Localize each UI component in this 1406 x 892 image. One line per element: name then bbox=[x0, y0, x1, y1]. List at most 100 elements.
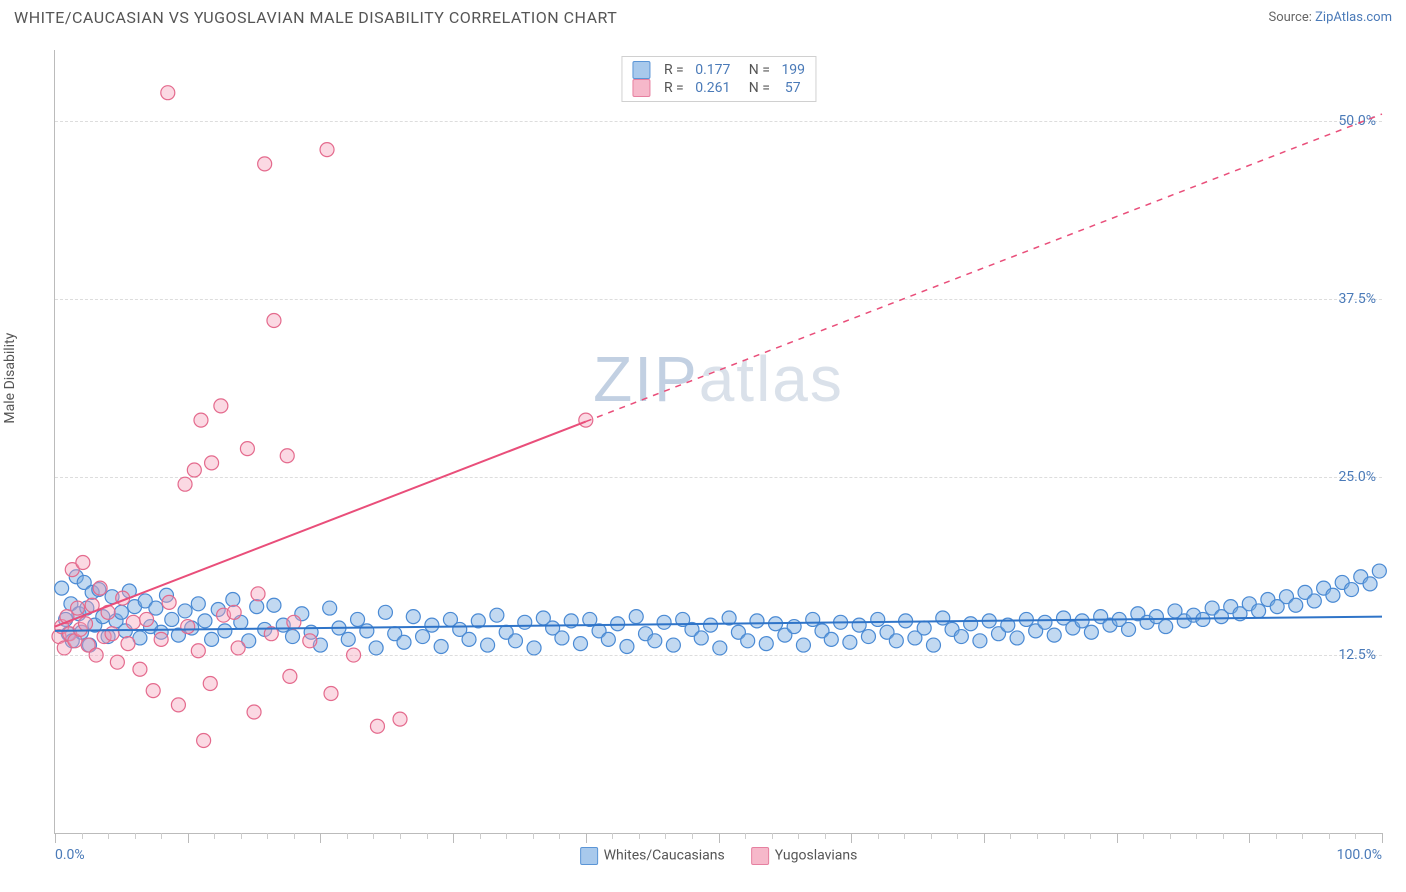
legend-stats: R = 0.177 N = 199R = 0.261 N = 57 bbox=[621, 56, 816, 102]
x-tick-major bbox=[719, 833, 720, 843]
data-point bbox=[741, 634, 755, 648]
x-tick-minor bbox=[135, 833, 136, 839]
data-point bbox=[161, 86, 175, 100]
data-point bbox=[861, 630, 875, 644]
data-point bbox=[154, 632, 168, 646]
data-point bbox=[704, 618, 718, 632]
x-tick-minor bbox=[294, 833, 295, 839]
data-point bbox=[1252, 604, 1266, 618]
chart-title: WHITE/CAUCASIAN VS YUGOSLAVIAN MALE DISA… bbox=[14, 8, 617, 27]
x-tick-minor bbox=[1276, 833, 1277, 839]
x-tick-minor bbox=[798, 833, 799, 839]
legend-bottom: Whites/CaucasiansYugoslavians bbox=[580, 847, 858, 865]
data-point bbox=[369, 641, 383, 655]
data-point bbox=[527, 641, 541, 655]
data-point bbox=[666, 638, 680, 652]
data-point bbox=[852, 618, 866, 632]
data-point bbox=[320, 143, 334, 157]
data-point bbox=[1038, 615, 1052, 629]
data-point bbox=[360, 624, 374, 638]
data-point bbox=[79, 617, 93, 631]
data-point bbox=[240, 442, 254, 456]
source-link[interactable]: ZipAtlas.com bbox=[1315, 10, 1392, 25]
x-tick-minor bbox=[745, 833, 746, 839]
data-point bbox=[283, 669, 297, 683]
data-point bbox=[347, 648, 361, 662]
data-point bbox=[425, 618, 439, 632]
data-point bbox=[55, 581, 69, 595]
legend-swatch bbox=[632, 79, 650, 97]
x-tick-minor bbox=[1196, 833, 1197, 839]
data-point bbox=[247, 705, 261, 719]
legend-stats-row: R = 0.177 N = 199 bbox=[632, 61, 805, 79]
data-point bbox=[1159, 620, 1173, 634]
x-tick-minor bbox=[1037, 833, 1038, 839]
data-point bbox=[824, 632, 838, 646]
data-point bbox=[573, 637, 587, 651]
data-point bbox=[964, 617, 978, 631]
data-point bbox=[1307, 594, 1321, 608]
x-tick-minor bbox=[692, 833, 693, 839]
x-tick-minor bbox=[214, 833, 215, 839]
data-point bbox=[114, 605, 128, 619]
x-tick-major bbox=[1382, 833, 1383, 843]
data-point bbox=[231, 641, 245, 655]
data-point bbox=[973, 634, 987, 648]
x-tick-minor bbox=[241, 833, 242, 839]
x-tick-major bbox=[1117, 833, 1118, 843]
data-point bbox=[187, 463, 201, 477]
x-tick-label: 100.0% bbox=[1337, 847, 1382, 863]
data-point bbox=[1047, 628, 1061, 642]
x-tick-minor bbox=[1302, 833, 1303, 839]
data-point bbox=[713, 641, 727, 655]
data-point bbox=[750, 614, 764, 628]
data-point bbox=[121, 637, 135, 651]
x-tick-minor bbox=[506, 833, 507, 839]
x-tick-minor bbox=[1223, 833, 1224, 839]
data-point bbox=[397, 635, 411, 649]
data-point bbox=[843, 635, 857, 649]
x-tick-minor bbox=[373, 833, 374, 839]
data-point bbox=[555, 631, 569, 645]
data-point bbox=[110, 655, 124, 669]
x-tick-minor bbox=[82, 833, 83, 839]
x-tick-minor bbox=[1143, 833, 1144, 839]
x-tick-minor bbox=[559, 833, 560, 839]
data-point bbox=[203, 677, 217, 691]
x-tick-minor bbox=[639, 833, 640, 839]
data-point bbox=[620, 640, 634, 654]
data-point bbox=[378, 605, 392, 619]
x-tick-minor bbox=[878, 833, 879, 839]
x-tick-minor bbox=[904, 833, 905, 839]
x-tick-minor bbox=[612, 833, 613, 839]
trend-line-solid bbox=[55, 422, 586, 627]
data-point bbox=[462, 632, 476, 646]
data-point bbox=[370, 719, 384, 733]
data-point bbox=[93, 581, 107, 595]
data-point bbox=[181, 620, 195, 634]
legend-swatch bbox=[632, 61, 650, 79]
data-point bbox=[280, 449, 294, 463]
x-tick-minor bbox=[1090, 833, 1091, 839]
data-point bbox=[889, 634, 903, 648]
x-tick-major bbox=[55, 833, 56, 843]
legend-swatch bbox=[580, 847, 598, 865]
x-tick-major bbox=[453, 833, 454, 843]
data-point bbox=[351, 612, 365, 626]
x-tick-minor bbox=[400, 833, 401, 839]
x-tick-minor bbox=[267, 833, 268, 839]
x-tick-minor bbox=[533, 833, 534, 839]
data-point bbox=[629, 610, 643, 624]
x-tick-major bbox=[1249, 833, 1250, 843]
data-point bbox=[191, 644, 205, 658]
data-point bbox=[205, 456, 219, 470]
x-tick-minor bbox=[1010, 833, 1011, 839]
x-tick-minor bbox=[957, 833, 958, 839]
data-point bbox=[1363, 577, 1377, 591]
data-point bbox=[694, 631, 708, 645]
data-point bbox=[126, 615, 140, 629]
x-tick-minor bbox=[1355, 833, 1356, 839]
legend-stats-row: R = 0.261 N = 57 bbox=[632, 79, 805, 97]
data-point bbox=[1075, 614, 1089, 628]
data-point bbox=[917, 621, 931, 635]
